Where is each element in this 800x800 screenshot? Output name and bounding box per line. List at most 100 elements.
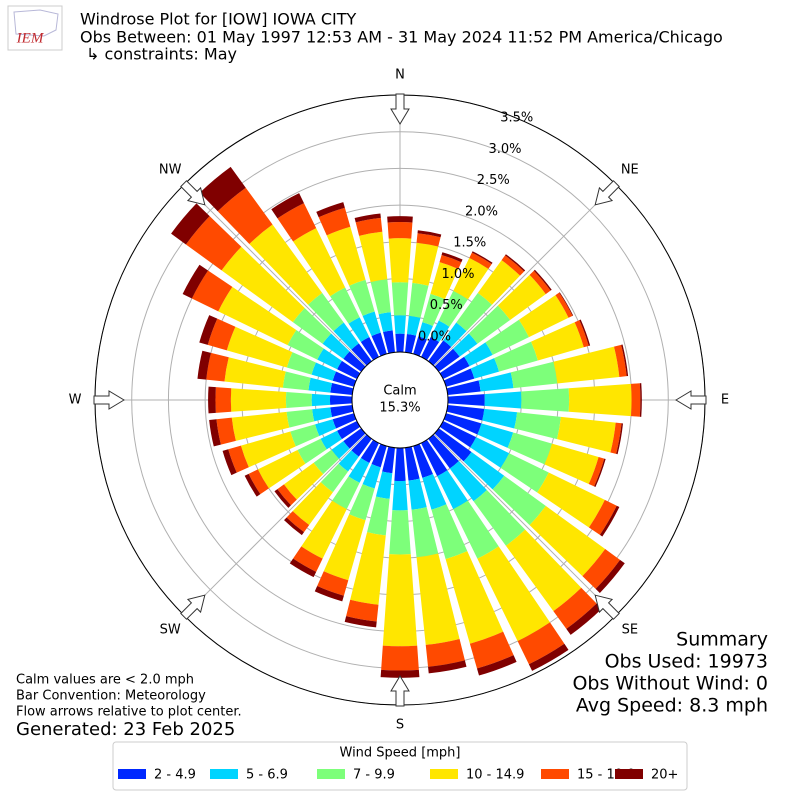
bar-segment	[313, 449, 340, 475]
grid-spoke	[433, 433, 617, 617]
bar-segment	[383, 330, 395, 354]
bar-segment	[517, 622, 565, 665]
bar-segment	[416, 233, 441, 247]
constraints: ↳ constraints: May	[86, 45, 237, 64]
bar-segment	[349, 484, 375, 521]
bar-segment	[469, 631, 514, 669]
bar-segment	[566, 603, 602, 635]
bar-segment	[484, 391, 522, 409]
bar-segment	[308, 377, 333, 393]
bar-segment	[559, 292, 574, 316]
bar-segment	[594, 458, 606, 488]
bar-segment	[320, 430, 342, 450]
flow-arrow	[390, 675, 410, 707]
bar-segment	[434, 348, 460, 372]
bar-segment	[378, 312, 393, 333]
bar-segment	[311, 362, 337, 381]
bar-segment	[286, 511, 310, 533]
bar-segment	[297, 438, 327, 464]
bar-segment	[439, 255, 462, 269]
bar-segment	[514, 412, 561, 440]
bar-segment	[431, 504, 468, 560]
bar-segment	[199, 315, 218, 345]
bar-segment	[343, 428, 366, 449]
bar-segment	[221, 246, 305, 323]
bar-segment	[231, 411, 290, 441]
bar-segment	[382, 446, 395, 474]
bar-segment	[470, 437, 510, 468]
bar-segment	[333, 322, 359, 350]
bar-segment	[228, 445, 249, 473]
bar-segment	[316, 202, 345, 218]
bar-segment	[430, 262, 459, 300]
bar-segment	[441, 252, 463, 263]
bar-segment	[553, 587, 597, 629]
bar-segment	[411, 507, 439, 558]
bar-segment	[476, 655, 517, 676]
legend-swatch	[430, 769, 458, 779]
bar-segment	[312, 407, 333, 422]
bar-segment	[579, 319, 591, 346]
bar-segment	[507, 432, 553, 465]
bar-segment	[418, 322, 433, 340]
bar-segment	[337, 421, 361, 440]
summary-line: Obs Without Wind: 0	[572, 673, 768, 695]
bar-segment	[470, 358, 500, 379]
direction-label: NW	[159, 163, 182, 178]
bar-segment	[473, 489, 526, 546]
legend-swatch	[210, 769, 238, 779]
direction-label: SW	[160, 622, 181, 637]
bar-segment	[599, 505, 620, 537]
bar-segment	[631, 383, 641, 417]
bar-segment	[439, 421, 477, 448]
bar-segment	[521, 388, 570, 412]
bar-segment	[464, 342, 493, 367]
summary-line: Obs Used: 19973	[605, 651, 768, 673]
legend-title: Wind Speed [mph]	[340, 746, 461, 761]
bar-segment	[500, 453, 549, 493]
r-tick-label: 3.5%	[500, 111, 533, 126]
bar-segment	[360, 337, 379, 361]
bar-segment	[206, 352, 229, 382]
bar-segment	[544, 443, 599, 485]
note: Flow arrows relative to plot center.	[16, 705, 242, 720]
bar-segment	[330, 405, 354, 417]
chart-title: Windrose Plot for [IOW] IOWA CITY	[80, 10, 356, 29]
flow-arrow	[180, 180, 206, 206]
legend-swatch	[541, 769, 569, 779]
bar-segment	[557, 416, 616, 453]
bar-segment	[216, 417, 236, 445]
bar-segment	[367, 496, 390, 536]
bar-segment	[421, 439, 448, 477]
direction-label: W	[69, 393, 82, 408]
bar-segment	[387, 216, 413, 223]
legend-swatch	[317, 769, 345, 779]
bar-segment	[332, 371, 357, 387]
bar-segment	[371, 332, 387, 357]
grid-spoke	[183, 433, 367, 617]
bar-segment	[428, 434, 459, 469]
bar-segment	[582, 549, 621, 589]
bar-segment	[307, 292, 344, 332]
bar-segment	[348, 317, 370, 342]
bar-segment	[375, 471, 393, 499]
bar-segment	[443, 413, 482, 435]
bar-segment	[344, 616, 377, 628]
bar-segment	[505, 254, 526, 272]
summary-line: Summary	[676, 629, 768, 651]
legend-label: 20+	[651, 768, 678, 783]
bar-segment	[248, 469, 269, 495]
r-tick-label: 1.5%	[453, 236, 486, 251]
bar-segment	[318, 207, 351, 236]
bar-segment	[285, 392, 312, 408]
bar-segment	[639, 383, 642, 417]
bar-segment	[463, 451, 505, 490]
bar-segment	[482, 408, 518, 429]
bar-segment	[417, 230, 442, 238]
bar-segment	[595, 559, 625, 593]
r-tick-label: 0.5%	[430, 298, 463, 313]
legend-swatch	[615, 769, 643, 779]
bar-segment	[323, 514, 366, 581]
bar-segment	[343, 351, 366, 372]
